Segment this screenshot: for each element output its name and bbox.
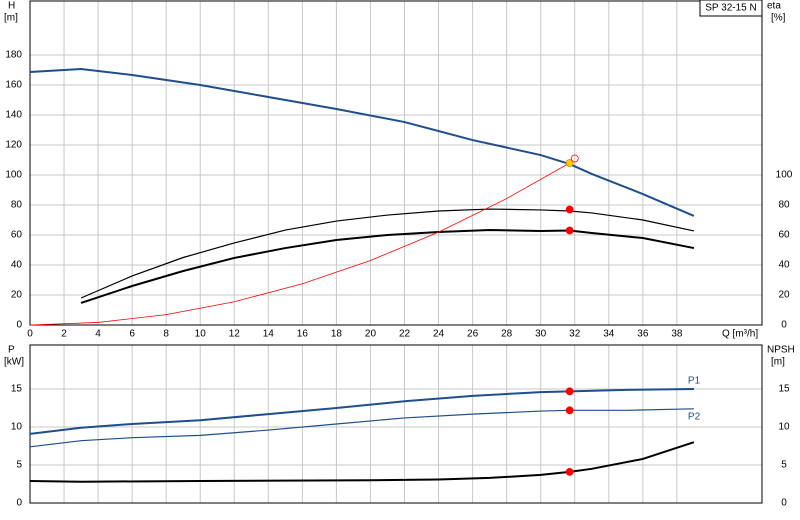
y-axis-label: [m]	[4, 13, 18, 24]
y2-axis-label: [%]	[771, 13, 786, 24]
operating-point	[565, 467, 574, 476]
y-tick-label: 20	[11, 290, 23, 301]
plot-frame	[29, 344, 763, 504]
y-axis-label: H	[8, 1, 15, 12]
y2-tick-label: 0	[781, 498, 787, 509]
y2-tick-label: 80	[778, 200, 790, 211]
y-tick-label: 140	[5, 110, 22, 121]
y-tick-label: 0	[16, 320, 22, 331]
operating-point	[565, 406, 574, 415]
y2-axis-label: [m]	[771, 357, 785, 368]
operating-point	[570, 154, 579, 163]
curve-label: P1	[688, 376, 701, 387]
y-tick-label: 40	[11, 260, 23, 271]
operating-point	[565, 226, 574, 235]
y-axis-label: P	[8, 345, 15, 356]
y2-tick-label: 5	[781, 460, 787, 471]
x-tick-label: 4	[95, 329, 101, 340]
x-tick-label: 38	[671, 329, 683, 340]
curve	[80, 229, 695, 304]
y2-tick-label: 40	[778, 260, 790, 271]
y2-axis-label: NPSH	[767, 345, 795, 356]
x-tick-label: 30	[535, 329, 547, 340]
curve	[29, 67, 695, 217]
x-tick-label: 24	[433, 329, 445, 340]
y2-tick-label: 100	[776, 170, 793, 181]
operating-point	[565, 159, 574, 167]
y-tick-label: 80	[11, 200, 23, 211]
x-tick-label: 34	[603, 329, 615, 340]
y-axis-label: [kW]	[4, 357, 24, 368]
x-tick-label: 6	[129, 329, 135, 340]
curve-label: P2	[688, 411, 701, 422]
y-tick-label: 100	[5, 170, 22, 181]
y-tick-label: 5	[16, 460, 22, 471]
y-tick-label: 160	[5, 80, 22, 91]
y-tick-label: 120	[5, 140, 22, 151]
x-tick-label: 14	[263, 329, 275, 340]
label-box	[699, 0, 763, 17]
y-tick-label: 10	[11, 422, 23, 433]
x-tick-label: 22	[399, 329, 411, 340]
plot-frame	[29, 0, 763, 326]
x-tick-label: 28	[501, 329, 513, 340]
y2-tick-label: 15	[778, 384, 790, 395]
curve	[29, 162, 570, 326]
x-tick-label: 2	[61, 329, 67, 340]
y-tick-label: 0	[16, 498, 22, 509]
y2-tick-label: 10	[778, 422, 790, 433]
x-tick-label: 12	[229, 329, 241, 340]
x-tick-label: 20	[365, 329, 377, 340]
y2-tick-label: 20	[778, 290, 790, 301]
curve	[80, 208, 695, 299]
x-axis-label: Q [m³/h]	[722, 329, 758, 340]
curve	[29, 408, 694, 448]
x-tick-label: 36	[637, 329, 649, 340]
operating-point	[565, 205, 574, 214]
x-tick-label: 8	[163, 329, 169, 340]
y2-tick-label: 0	[781, 320, 787, 331]
pump-name: SP 32-15 N	[705, 3, 757, 14]
y-tick-label: 15	[11, 384, 23, 395]
curve	[29, 388, 694, 435]
y-tick-label: 180	[5, 50, 22, 61]
x-tick-label: 26	[467, 329, 479, 340]
x-tick-label: 18	[331, 329, 343, 340]
x-tick-label: 0	[27, 329, 33, 340]
x-tick-label: 32	[569, 329, 581, 340]
operating-point	[565, 387, 574, 396]
y2-axis-label: eta	[767, 1, 781, 12]
x-tick-label: 10	[195, 329, 207, 340]
x-tick-label: 16	[297, 329, 309, 340]
y-tick-label: 60	[11, 230, 23, 241]
y2-tick-label: 60	[778, 230, 790, 241]
curve	[29, 441, 695, 483]
